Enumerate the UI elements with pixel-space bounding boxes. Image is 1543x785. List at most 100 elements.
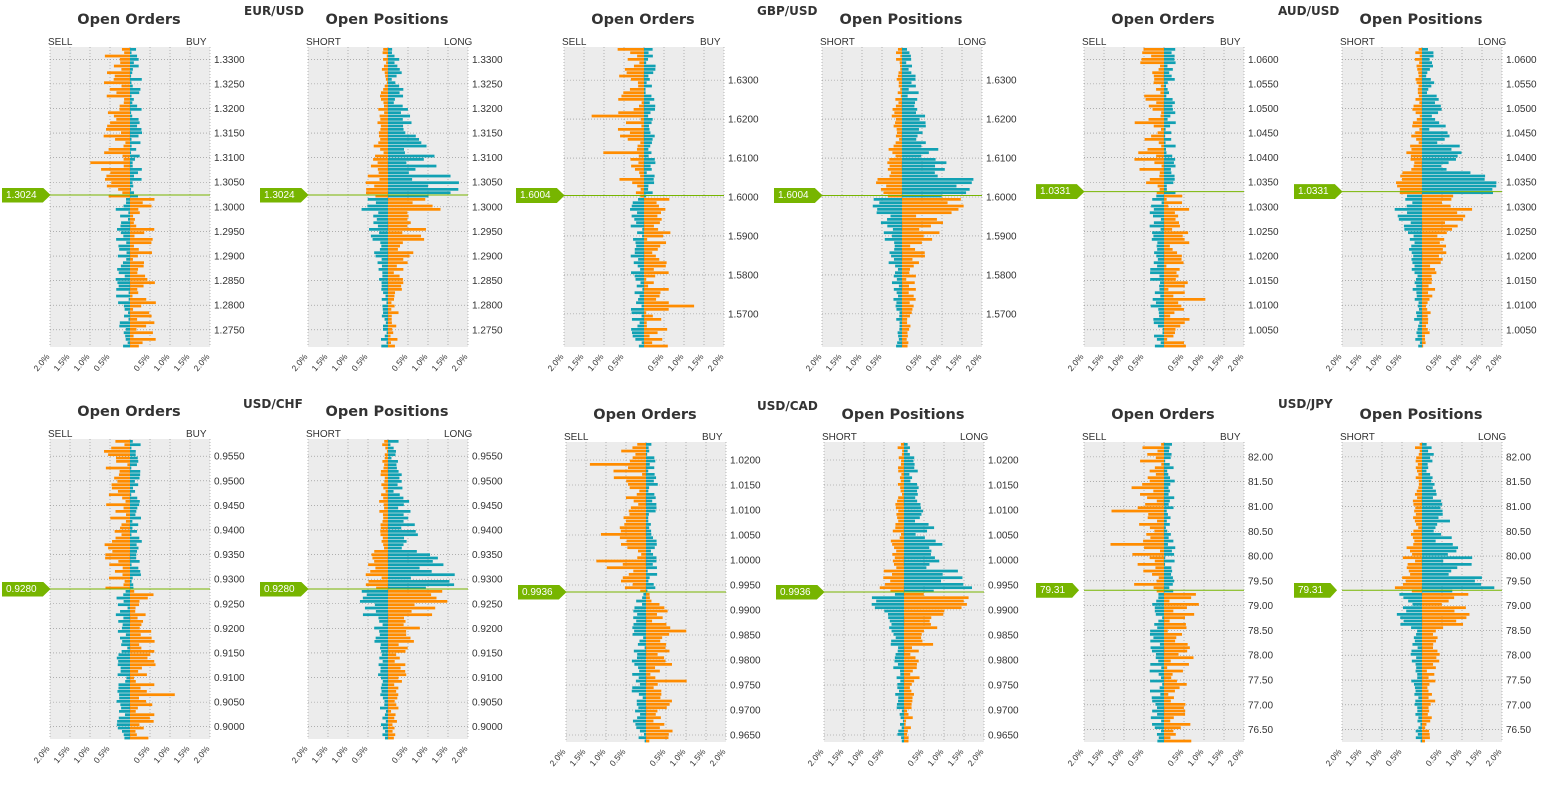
bar: [890, 171, 902, 175]
bar: [1411, 268, 1422, 271]
bar: [1164, 294, 1174, 298]
open-orders-panel: Open Orders SELL BUY 0.9650 0.9700 0.9750 0.98…: [516, 395, 774, 785]
bar: [1132, 553, 1164, 556]
bar: [114, 74, 130, 78]
bar: [1422, 98, 1439, 101]
bar: [388, 241, 403, 245]
x-tick-label: 1.5%: [1343, 747, 1363, 769]
bar: [1147, 516, 1164, 520]
bar: [898, 456, 904, 460]
bar: [375, 194, 388, 198]
y-tick-label: 80.50: [1248, 527, 1273, 538]
bar: [119, 696, 130, 700]
bar: [109, 576, 130, 580]
x-tick-label: 0.5%: [1423, 747, 1443, 769]
bar: [898, 469, 904, 473]
bar: [383, 496, 388, 500]
bar: [388, 204, 433, 208]
y-tick-label: 0.9650: [730, 731, 761, 742]
bar: [388, 51, 392, 55]
bar: [120, 224, 130, 228]
bar: [898, 84, 902, 88]
bar: [1164, 586, 1170, 590]
bar: [388, 314, 392, 318]
bar: [1143, 48, 1164, 51]
bar: [904, 723, 906, 726]
bar: [625, 519, 646, 523]
bar: [1156, 254, 1164, 258]
bar: [644, 258, 660, 261]
bar: [644, 244, 661, 248]
bar: [1397, 184, 1422, 188]
right-side-label: BUY: [702, 432, 723, 443]
bar: [646, 576, 650, 580]
bar: [130, 141, 141, 145]
bar: [381, 298, 388, 301]
bar: [887, 194, 902, 198]
bar: [381, 244, 388, 248]
bar: [1414, 693, 1422, 696]
x-tick-label: 2.0%: [547, 747, 567, 769]
bar: [904, 463, 915, 466]
bar: [1153, 321, 1164, 325]
bar: [1158, 593, 1164, 596]
bar: [388, 523, 415, 527]
bar: [1422, 519, 1450, 523]
bar: [904, 676, 920, 680]
bar: [638, 693, 646, 696]
bar: [589, 463, 646, 466]
bar: [636, 726, 646, 730]
bar: [123, 593, 130, 597]
bar: [388, 344, 395, 348]
bar: [126, 198, 130, 201]
bar: [377, 261, 388, 265]
x-tick-label: 1.5%: [567, 747, 587, 769]
bar: [1422, 211, 1458, 215]
bar: [105, 586, 130, 590]
bar: [636, 284, 644, 288]
bar: [1411, 251, 1422, 255]
bar: [365, 181, 388, 185]
bar: [646, 643, 667, 646]
bar: [130, 636, 152, 640]
bar: [644, 251, 653, 255]
bar: [130, 294, 133, 298]
bar: [892, 108, 902, 111]
bar: [1164, 616, 1185, 620]
bar: [621, 94, 644, 98]
bar: [388, 546, 402, 550]
x-tick-label: 1.5%: [825, 747, 845, 769]
bar: [1422, 589, 1453, 593]
bar: [1156, 589, 1164, 593]
bar: [1414, 493, 1422, 496]
bar: [130, 248, 139, 251]
bar: [1164, 479, 1175, 483]
bar: [116, 460, 130, 463]
bar: [1161, 666, 1164, 670]
bar: [1422, 723, 1427, 726]
bar: [1164, 739, 1192, 743]
bar: [1422, 443, 1427, 446]
y-tick-label: 1.2850: [214, 276, 245, 287]
bar: [898, 334, 902, 338]
bar: [119, 710, 130, 713]
bar: [370, 234, 388, 238]
bar: [591, 114, 644, 118]
bar: [1416, 656, 1422, 660]
bar: [904, 516, 920, 520]
bar: [1418, 726, 1422, 730]
bar: [105, 556, 130, 560]
y-tick-label: 1.0300: [1248, 202, 1279, 213]
bar: [130, 94, 132, 98]
bar: [892, 553, 904, 556]
panel-title: Open Positions: [1359, 407, 1483, 423]
y-tick-label: 1.3050: [472, 178, 503, 189]
bar: [1164, 509, 1167, 513]
bar: [126, 513, 130, 517]
bar: [130, 643, 140, 647]
bar: [1422, 489, 1436, 493]
bar: [889, 251, 902, 255]
bar: [103, 134, 130, 138]
bar: [1418, 301, 1422, 305]
bar: [898, 646, 904, 650]
